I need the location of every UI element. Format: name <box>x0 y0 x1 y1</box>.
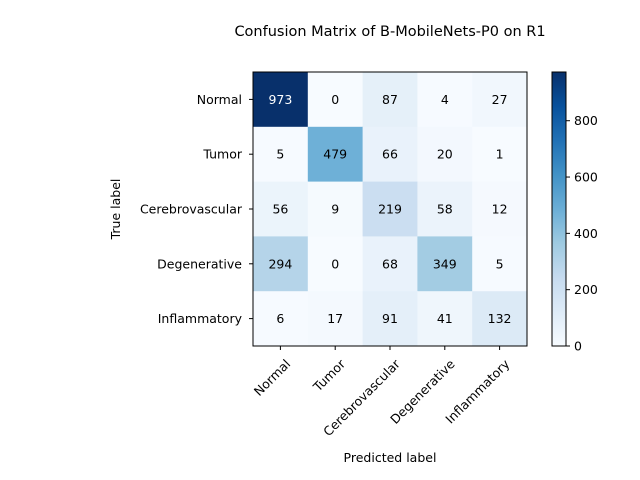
cell-value-label: 12 <box>492 202 508 217</box>
heatmap-cell <box>362 72 418 128</box>
colorbar-tick-label: 200 <box>574 282 598 297</box>
y-tick-label: Cerebrovascular <box>140 202 243 217</box>
cell-value-label: 20 <box>437 147 453 162</box>
cell-value-label: 91 <box>382 311 398 326</box>
cell-value-label: 973 <box>268 92 292 107</box>
heatmap-cell <box>253 236 309 292</box>
y-tick-label: Tumor <box>202 147 242 162</box>
heatmap-cell <box>362 236 418 292</box>
cell-value-label: 66 <box>382 147 398 162</box>
cell-value-label: 1 <box>496 147 504 162</box>
x-tick-label: Tumor <box>309 356 348 395</box>
heatmap-cell <box>417 181 473 237</box>
heatmap-cell <box>362 126 418 183</box>
heatmap-cell <box>472 291 528 347</box>
heatmap-cell <box>472 72 528 128</box>
heatmap-cell <box>307 291 364 347</box>
colorbar-tick-label: 600 <box>574 170 598 185</box>
cell-value-label: 87 <box>382 92 398 107</box>
heatmap-cell <box>253 72 309 128</box>
heatmap-cell <box>253 291 309 347</box>
cell-value-label: 132 <box>488 311 512 326</box>
cell-value-label: 9 <box>331 202 339 217</box>
colorbar <box>551 71 567 347</box>
cell-value-label: 5 <box>496 256 504 271</box>
heatmap-cell <box>362 291 418 347</box>
chart-title: Confusion Matrix of B-MobileNets-P0 on R… <box>234 24 545 40</box>
y-axis-ticks: Normal Tumor Cerebrovascular Degenerative In… <box>140 92 253 326</box>
heatmap-cell <box>307 181 364 237</box>
heatmap-cell <box>362 181 418 237</box>
colorbar-ticks: 0 200 400 600 800 <box>566 113 598 354</box>
colorbar-tick-label: 400 <box>574 226 598 241</box>
x-axis-label: Predicted label <box>344 450 437 465</box>
cell-value-label: 17 <box>327 311 343 326</box>
cell-value-label: 0 <box>331 92 339 107</box>
heatmap-cell <box>472 126 528 183</box>
cell-value-label: 479 <box>323 147 347 162</box>
cell-value-label: 58 <box>437 202 453 217</box>
x-tick-label: Normal <box>251 356 294 399</box>
y-tick-label: Degenerative <box>157 256 242 271</box>
cell-value-label: 68 <box>382 256 398 271</box>
heatmap-cell <box>417 72 473 128</box>
y-axis-label: True label <box>108 179 123 241</box>
heatmap-cell <box>417 291 473 347</box>
colorbar-tick-label: 0 <box>574 339 582 354</box>
heatmap-cell <box>307 126 364 183</box>
cell-value-label: 294 <box>268 256 292 271</box>
cell-value-label: 349 <box>433 256 457 271</box>
cell-value-label: 56 <box>272 202 288 217</box>
heatmap-cell <box>253 126 309 183</box>
heatmap-cell <box>307 72 364 128</box>
heatmap-cell <box>472 236 528 292</box>
cell-value-label: 0 <box>331 256 339 271</box>
x-axis-ticks: Normal TumorCerebrovascularDegenerativeIn… <box>251 346 513 439</box>
heatmap-cell <box>253 181 309 237</box>
cell-value-label: 27 <box>492 92 508 107</box>
y-tick-label: Normal <box>197 92 242 107</box>
heatmap-cell <box>417 126 473 183</box>
cell-value-label: 41 <box>437 311 453 326</box>
cell-value-label: 4 <box>441 92 449 107</box>
colorbar-tick-label: 800 <box>574 113 598 128</box>
y-tick-label: Inflammatory <box>158 311 243 326</box>
heatmap-cell <box>472 181 528 237</box>
cell-value-label: 6 <box>276 311 284 326</box>
heatmap-cell <box>307 236 364 292</box>
cell-value-label: 219 <box>378 202 402 217</box>
cell-value-label: 5 <box>276 147 284 162</box>
heatmap-cell <box>417 236 473 292</box>
